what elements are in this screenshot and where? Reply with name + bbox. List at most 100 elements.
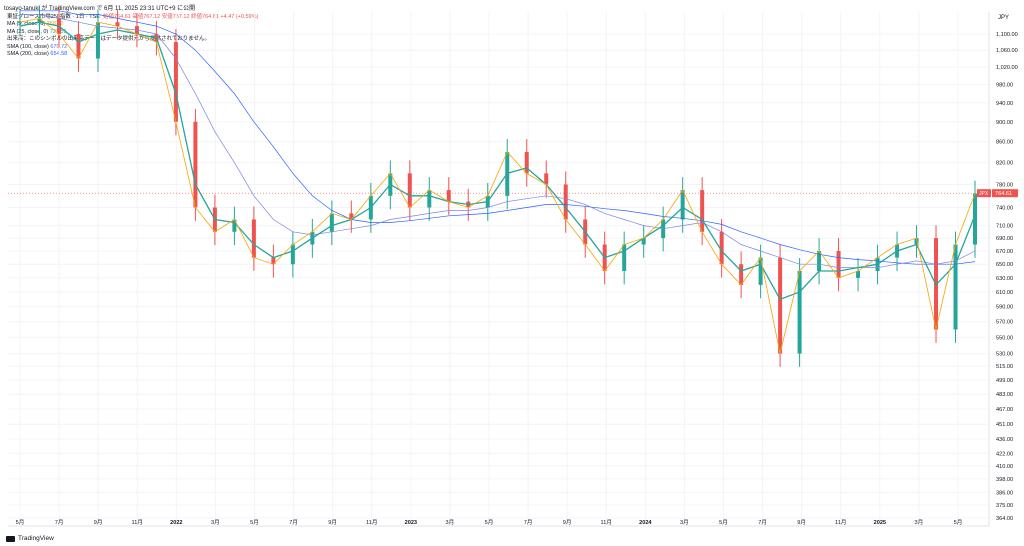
ma5-value: 758.62 <box>46 21 64 28</box>
y-tick-label: 670.00 <box>996 249 1013 255</box>
price-candle-body <box>37 18 42 23</box>
y-tick-label: 1,060.00 <box>996 48 1018 54</box>
price-candle-body <box>544 173 549 185</box>
x-tick-label: 2022 <box>170 520 182 526</box>
tradingview-mark-icon <box>6 535 15 542</box>
price-candle-body <box>271 257 276 265</box>
ma25-line <box>19 21 976 301</box>
tradingview-logo[interactable]: TradingView <box>6 535 54 542</box>
price-candle-body <box>173 42 178 122</box>
price-candle-body <box>407 173 412 208</box>
y-tick-label: 550.00 <box>996 335 1013 341</box>
x-tick-label: 9月 <box>328 519 337 526</box>
legend-notice: 出来高：このシンボルの出来高データはデータ提供元から提供されておりません。 <box>7 36 258 43</box>
x-tick-label: 2025 <box>874 520 886 526</box>
x-tick-label: 2024 <box>639 520 652 526</box>
price-candle-body <box>758 257 763 285</box>
y-tick-label: 436.00 <box>996 437 1013 443</box>
y-tick-label: 364.00 <box>996 516 1013 522</box>
price-candle-body <box>427 190 432 208</box>
x-tick-label: 3月 <box>211 519 220 526</box>
price-candle-body <box>349 213 354 220</box>
y-tick-label: 980.00 <box>996 83 1013 89</box>
x-tick-label: 7月 <box>55 519 64 526</box>
x-tick-label: 3月 <box>446 519 455 526</box>
ohlc-values: 始値764.61 高値767.12 安値757.12 終値764.61 +4.4… <box>103 14 259 20</box>
y-tick-label: 1,020.00 <box>996 65 1018 71</box>
price-candle-body <box>719 231 724 265</box>
price-candle-body <box>18 22 22 24</box>
time-axis[interactable]: 5月 7月 9月 11月 2022 3月 5月 7月 9月 11月 2023 3月 5月 7月 9月 11月 2… <box>16 519 963 526</box>
y-tick-label: 900.00 <box>996 120 1013 126</box>
volume-notice: 出来高：このシンボルの出来高データはデータ提供元から提供されておりません。 <box>7 36 211 43</box>
x-tick-label: 3月 <box>915 519 924 526</box>
sma200-label: SMA (200, close) <box>7 51 49 58</box>
price-tag-value-bg <box>992 189 1018 198</box>
price-candle-body <box>193 121 198 208</box>
y-tick-label: 1,100.00 <box>996 32 1018 38</box>
y-tick-label: 451.00 <box>996 422 1013 428</box>
price-candle-body <box>778 257 783 354</box>
x-tick-label: 5月 <box>250 519 259 526</box>
y-tick-label: 630.00 <box>996 276 1013 282</box>
grid <box>8 12 990 527</box>
price-candle-body <box>836 250 841 278</box>
price-candle-body <box>76 34 81 59</box>
y-tick-label: 530.00 <box>996 352 1013 358</box>
y-tick-label: 375.00 <box>996 503 1013 509</box>
price-candle-body <box>232 219 237 232</box>
x-tick-label: 5月 <box>16 519 25 526</box>
price-candle-body <box>856 271 861 278</box>
price-candle-body <box>563 184 568 220</box>
price-candle-body <box>622 244 627 272</box>
y-tick-label: 386.00 <box>996 490 1013 496</box>
price-candle-body <box>115 22 120 27</box>
y-tick-label: 650.00 <box>996 262 1013 268</box>
y-tick-label: 690.00 <box>996 236 1013 242</box>
price-candle-body <box>290 244 295 265</box>
price-candle-body <box>914 238 919 245</box>
x-tick-label: 7月 <box>758 519 767 526</box>
price-candle-body <box>641 238 646 245</box>
x-tick-label: 11月 <box>366 519 377 526</box>
y-tick-label: 467.00 <box>996 407 1013 413</box>
price-candle-body <box>953 244 958 330</box>
x-tick-label: 9月 <box>563 519 572 526</box>
price-tag-exchange: JPX <box>979 191 989 197</box>
y-tick-label: 570.00 <box>996 320 1013 326</box>
currency-label[interactable]: JPY <box>998 15 1010 21</box>
sma100-line <box>20 14 976 268</box>
y-tick-label: 499.00 <box>996 378 1013 384</box>
y-tick-label: 710.00 <box>996 224 1013 230</box>
price-candle-body <box>446 190 451 202</box>
x-tick-label: 3月 <box>680 519 689 526</box>
x-tick-label: 9月 <box>94 519 103 526</box>
price-candle-body <box>329 213 334 232</box>
last-price-tag: JPX 764.61 <box>977 189 1018 198</box>
price-axis[interactable]: 1,100.00 1,060.00 1,020.00 980.00 940.00 900.… <box>996 32 1018 522</box>
price-candle-body <box>680 190 685 220</box>
x-tick-label: 5月 <box>954 519 963 526</box>
price-tag-value: 764.61 <box>995 191 1012 197</box>
y-tick-label: 740.00 <box>996 205 1013 211</box>
x-tick-label: 5月 <box>485 519 494 526</box>
y-tick-label: 820.00 <box>996 161 1013 167</box>
y-tick-label: 940.00 <box>996 101 1013 107</box>
price-tag-exchange-bg <box>977 189 991 198</box>
price-candle-body <box>700 190 705 232</box>
x-tick-label: 7月 <box>524 519 533 526</box>
publisher-line: tosayo-tanuki が TradingView.com で 6月 11,… <box>4 6 196 12</box>
y-tick-label: 780.00 <box>996 182 1013 188</box>
price-candle-body <box>739 264 744 285</box>
x-tick-label: 7月 <box>289 519 298 526</box>
price-candle-body <box>973 193 977 245</box>
y-tick-label: 515.00 <box>996 364 1013 370</box>
price-candle-body <box>95 22 100 59</box>
logo-text: TradingView <box>18 535 54 542</box>
x-tick-label: 2023 <box>405 520 417 526</box>
y-tick-label: 860.00 <box>996 140 1013 146</box>
ma25-label: MA (25, close, 0) <box>7 28 49 35</box>
ma5-line <box>19 17 976 354</box>
price-candle-body <box>251 219 256 258</box>
